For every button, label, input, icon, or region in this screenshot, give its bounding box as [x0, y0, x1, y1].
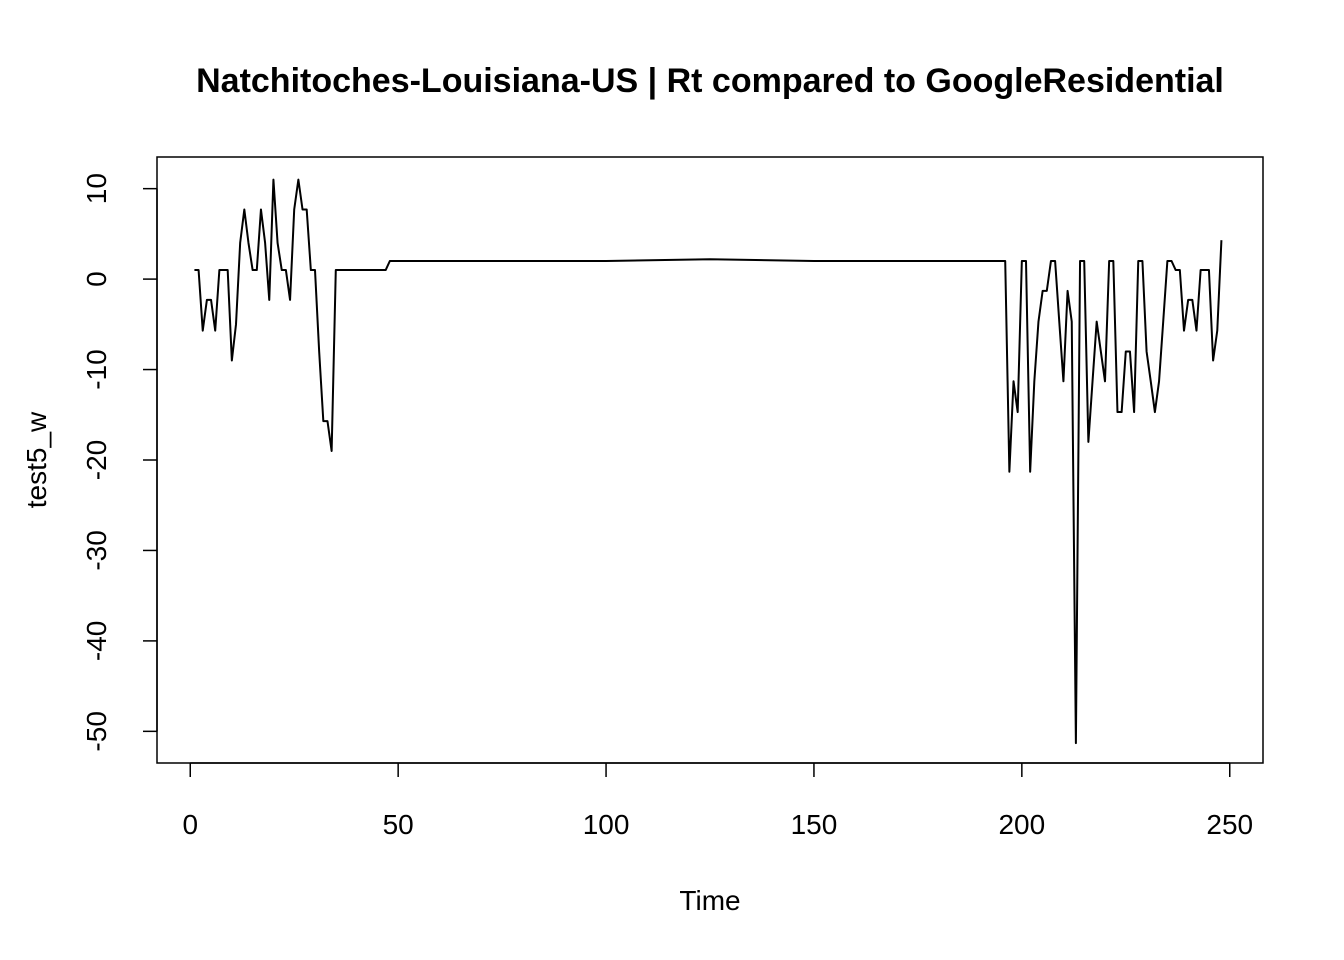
chart-title: Natchitoches-Louisiana-US | Rt compared …	[196, 62, 1224, 100]
y-tick-label: -40	[81, 621, 112, 661]
series-layer	[194, 178, 1223, 745]
x-tick-label: 150	[791, 809, 838, 840]
x-axis-title: Time	[679, 885, 740, 916]
y-tick-label: -30	[81, 530, 112, 570]
y-tick-label: -50	[81, 711, 112, 751]
x-axis: 0 50 100 150 200 250	[182, 762, 1253, 840]
x-tick-label: 200	[998, 809, 1045, 840]
x-tick-label: 0	[182, 809, 198, 840]
y-tick-label: -10	[81, 349, 112, 389]
y-axis-title: test5_w	[21, 411, 52, 508]
y-tick-label: 10	[81, 173, 112, 204]
x-tick-label: 50	[383, 809, 414, 840]
y-axis: -50 -40 -30 -20 -10 0 10	[81, 173, 158, 752]
series-line	[194, 178, 1223, 745]
x-tick-label: 250	[1206, 809, 1253, 840]
y-tick-label: -20	[81, 440, 112, 480]
plot-frame	[156, 156, 1264, 764]
y-tick-label: 0	[81, 271, 112, 287]
x-tick-label: 100	[583, 809, 630, 840]
